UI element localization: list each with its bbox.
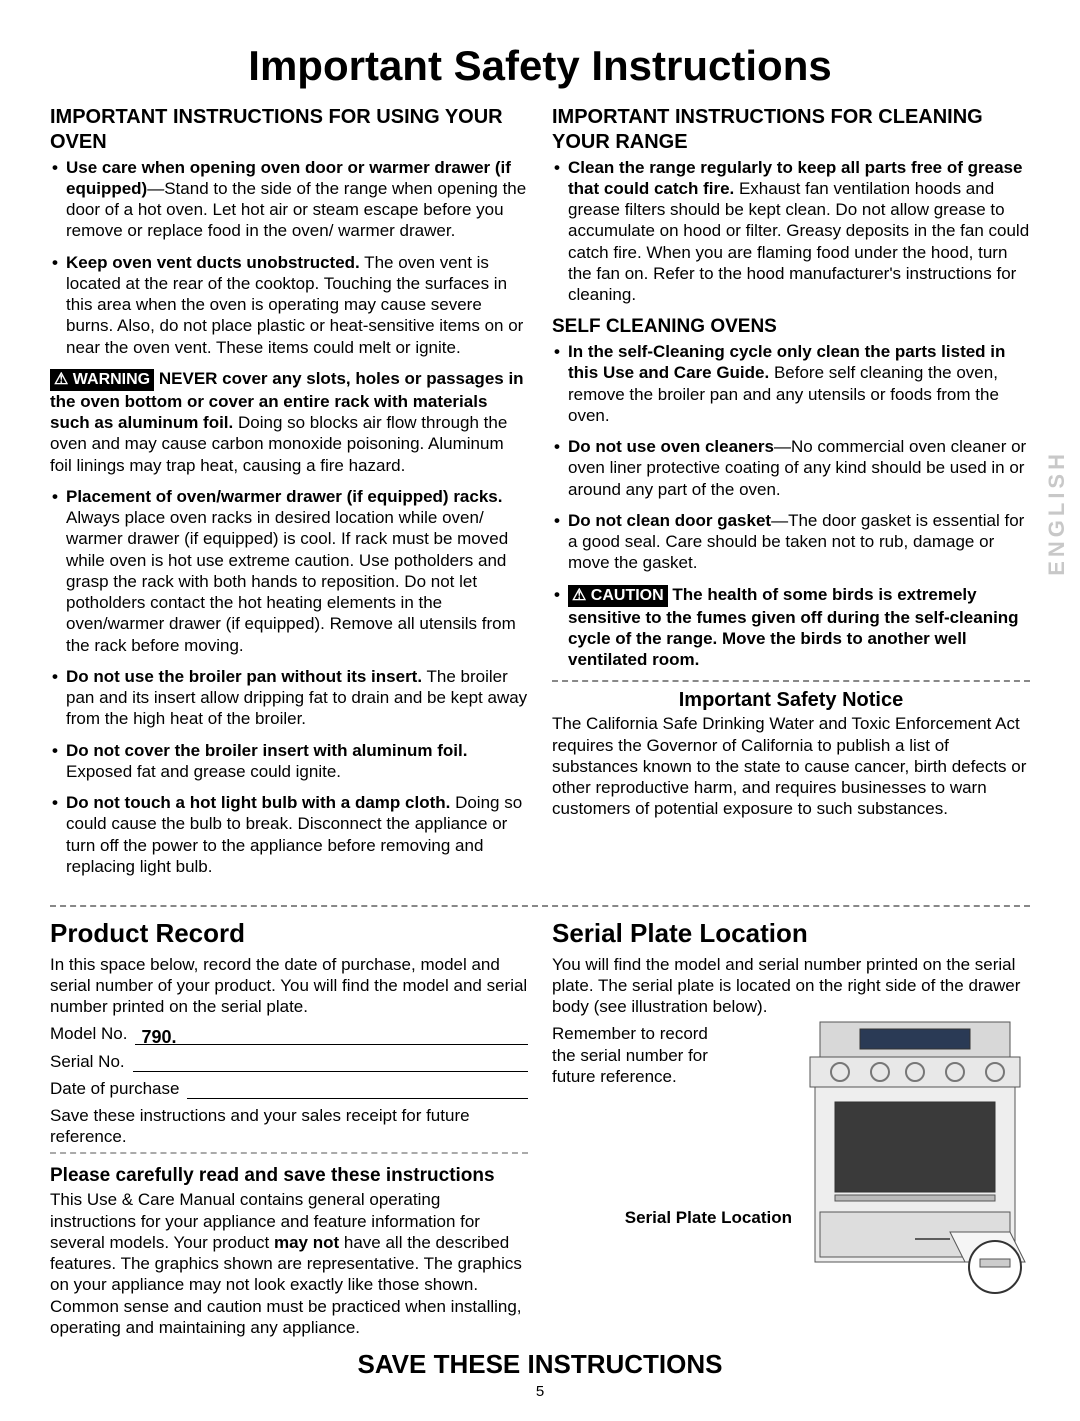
main-title: Important Safety Instructions [50,40,1030,93]
record-heading: Product Record [50,917,528,950]
selfclean-item: Do not clean door gasket—The door gasket… [552,510,1030,574]
save-instructions: SAVE THESE INSTRUCTIONS [50,1348,1030,1381]
col-oven: IMPORTANT INSTRUCTIONS FOR USING YOUR OV… [50,101,528,888]
oven-item: Placement of oven/warmer drawer (if equi… [50,486,528,656]
read-heading: Please carefully read and save these ins… [50,1164,528,1188]
col-record: Product Record In this space below, reco… [50,917,528,1338]
oven-item: Use care when opening oven door or warme… [50,157,528,242]
record-intro: In this space below, record the date of … [50,954,528,1018]
oven-item: Keep oven vent ducts unobstructed. The o… [50,252,528,358]
date-label: Date of purchase [50,1078,187,1099]
model-label: Model No. [50,1023,135,1044]
oven-heading: IMPORTANT INSTRUCTIONS FOR USING YOUR OV… [50,105,528,155]
warning-badge-icon: ⚠ WARNING [50,369,154,391]
date-row: Date of purchase [50,1078,528,1099]
side-watermark: ENGLISH [1043,450,1071,576]
model-value: 790. [135,1027,176,1047]
col-serialplate: Serial Plate Location You will find the … [552,917,1030,1338]
warning-block: ⚠ WARNING NEVER cover any slots, holes o… [50,368,528,476]
serialplate-heading: Serial Plate Location [552,917,1030,950]
model-row: Model No. 790. [50,1023,528,1044]
oven-item: Do not cover the broiler insert with alu… [50,740,528,783]
serialplate-intro: You will find the model and serial numbe… [552,954,1030,1018]
mini-divider [50,1152,528,1154]
notice-body: The California Safe Drinking Water and T… [552,713,1030,819]
range-item: Clean the range regularly to keep all pa… [552,157,1030,306]
notice-heading: Important Safety Notice [552,680,1030,713]
range-heading: IMPORTANT INSTRUCTIONS FOR CLEANING YOUR… [552,105,1030,155]
lower-columns: Product Record In this space below, reco… [50,917,1030,1338]
serialno-label: Serial No. [50,1051,133,1072]
oven-item: Do not use the broiler pan without its i… [50,666,528,730]
serial-row: Serial No. [50,1051,528,1072]
col-range: IMPORTANT INSTRUCTIONS FOR CLEANING YOUR… [552,101,1030,888]
range-illustration [800,1017,1030,1302]
save-note: Save these instructions and your sales r… [50,1105,528,1148]
remember-text: Remember to record the serial number for… [552,1023,732,1087]
page-number: 5 [50,1383,1030,1402]
oven-item: Do not touch a hot light bulb with a dam… [50,792,528,877]
range-icon [800,1017,1030,1297]
upper-columns: IMPORTANT INSTRUCTIONS FOR USING YOUR OV… [50,101,1030,888]
selfclean-item: Do not use oven cleaners—No commercial o… [552,436,1030,500]
selfclean-heading: SELF CLEANING OVENS [552,315,1030,339]
selfclean-caution: ⚠ CAUTION The health of some birds is ex… [552,584,1030,671]
selfclean-item: In the self-Cleaning cycle only clean th… [552,341,1030,426]
caution-badge-icon: ⚠ CAUTION [568,585,668,607]
divider [50,905,1030,907]
read-body: This Use & Care Manual contains general … [50,1189,528,1338]
